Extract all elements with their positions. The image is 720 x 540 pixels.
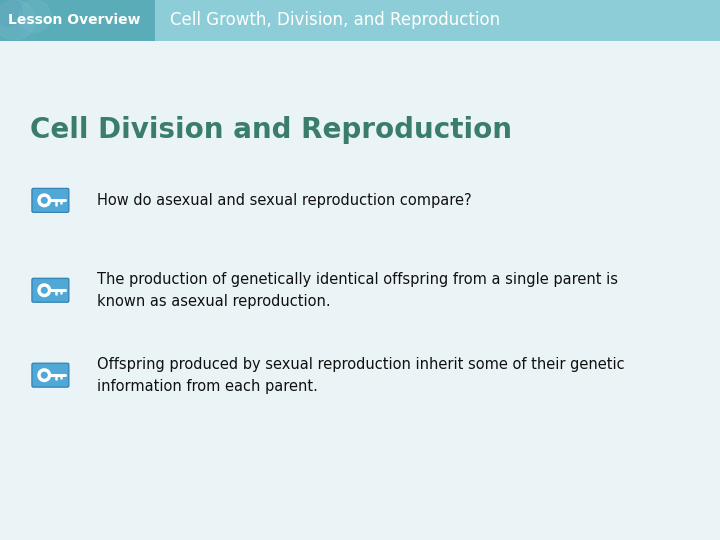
FancyBboxPatch shape [32, 188, 69, 212]
FancyBboxPatch shape [32, 363, 69, 387]
Circle shape [38, 284, 50, 296]
FancyBboxPatch shape [32, 278, 69, 302]
FancyBboxPatch shape [0, 0, 720, 40]
Text: Offspring produced by sexual reproduction inherit some of their genetic
informat: Offspring produced by sexual reproductio… [97, 356, 625, 394]
Text: How do asexual and sexual reproduction compare?: How do asexual and sexual reproduction c… [97, 193, 472, 208]
Circle shape [38, 194, 50, 207]
Circle shape [42, 287, 47, 293]
Circle shape [38, 369, 50, 381]
Circle shape [18, 18, 38, 38]
Circle shape [42, 373, 47, 378]
Circle shape [0, 0, 35, 40]
FancyBboxPatch shape [0, 0, 155, 40]
Text: Cell Division and Reproduction: Cell Division and Reproduction [30, 117, 512, 144]
Circle shape [19, 0, 51, 32]
Text: Cell Growth, Division, and Reproduction: Cell Growth, Division, and Reproduction [170, 11, 500, 29]
Circle shape [42, 198, 47, 203]
Circle shape [0, 0, 22, 26]
Text: The production of genetically identical offspring from a single parent is
known : The production of genetically identical … [97, 272, 618, 309]
Text: Lesson Overview: Lesson Overview [8, 14, 140, 27]
FancyBboxPatch shape [0, 40, 720, 540]
